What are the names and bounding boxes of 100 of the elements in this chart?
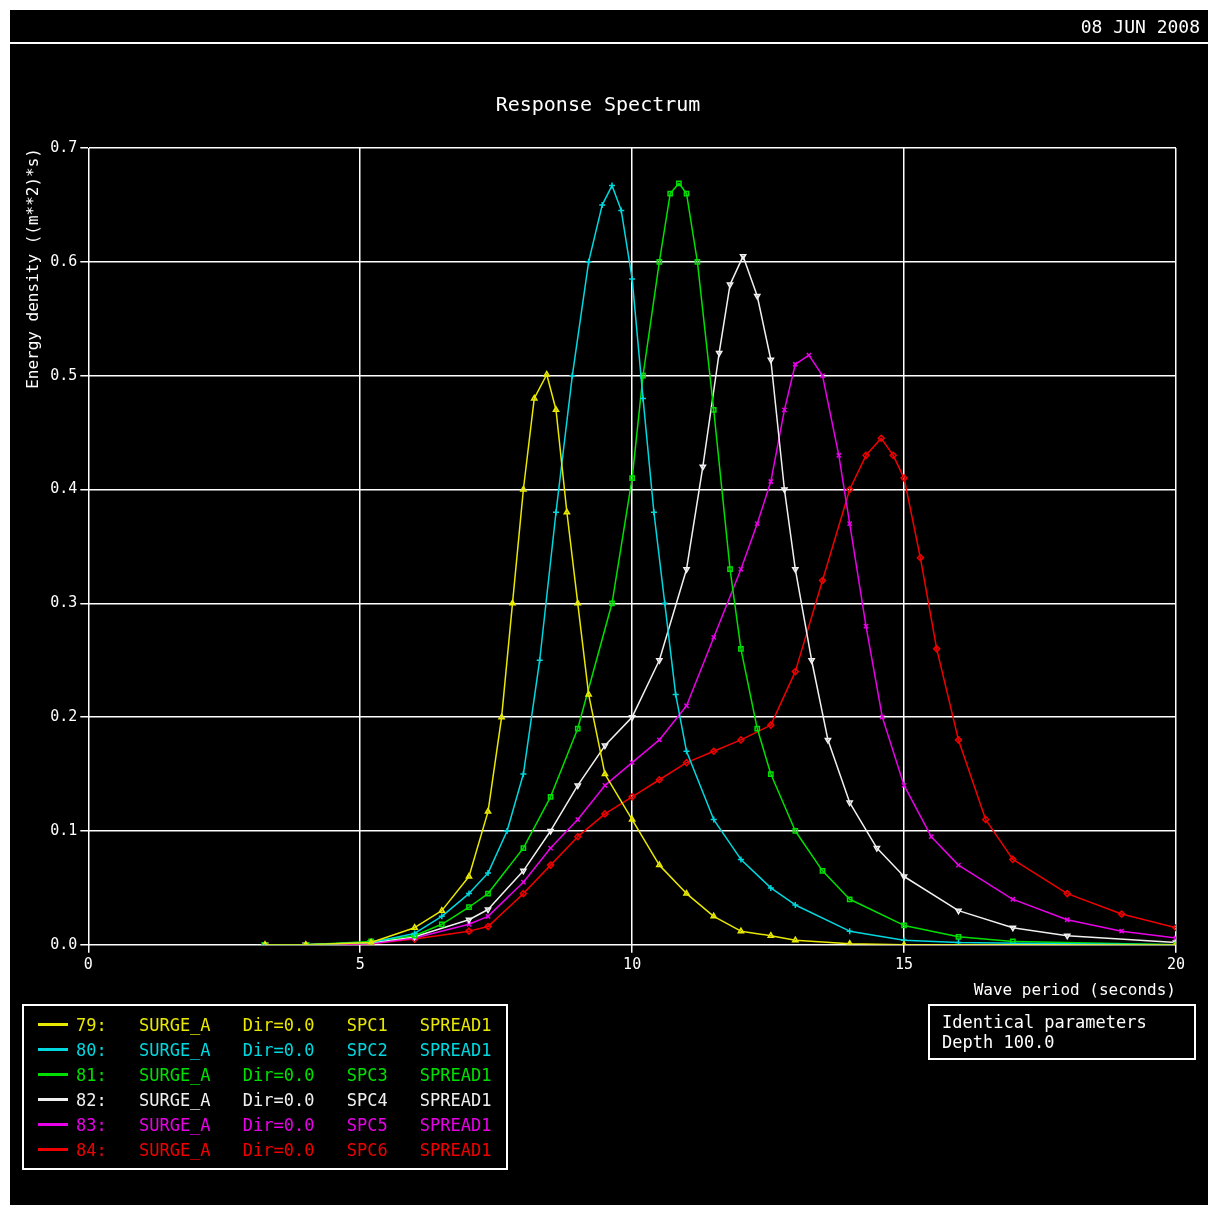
y-tick-label: 0.1 — [50, 820, 78, 839]
point — [682, 758, 691, 767]
point — [900, 874, 908, 881]
legend-label: 79: SURGE_A Dir=0.0 SPC1 SPREAD1 — [76, 1014, 492, 1035]
point — [863, 623, 869, 629]
point — [503, 827, 511, 835]
point — [737, 736, 745, 744]
point — [1117, 910, 1126, 918]
point — [563, 508, 571, 515]
point — [628, 815, 636, 822]
point — [901, 922, 907, 929]
point — [753, 293, 761, 300]
point — [767, 771, 774, 777]
y-tick-label: 0.0 — [50, 934, 78, 953]
point — [739, 253, 747, 260]
point — [808, 657, 815, 664]
point — [676, 180, 682, 187]
text: 08 JUN 2008 — [1080, 15, 1200, 37]
point — [484, 869, 492, 877]
point — [519, 889, 528, 898]
point — [792, 828, 799, 834]
point — [954, 736, 963, 744]
y-tick-label: 0.2 — [50, 707, 78, 726]
point — [715, 350, 723, 357]
point — [767, 357, 775, 364]
point — [1009, 925, 1017, 932]
point — [683, 889, 690, 896]
point — [726, 282, 734, 289]
point — [727, 566, 733, 573]
point — [656, 258, 663, 265]
point — [1009, 855, 1017, 864]
point — [683, 566, 690, 573]
point — [465, 872, 473, 879]
chart-title: Response Spectrum — [495, 92, 701, 117]
point — [1063, 933, 1071, 940]
legend-label: 80: SURGE_A Dir=0.0 SPC2 SPREAD1 — [76, 1039, 492, 1060]
point — [601, 743, 609, 750]
point — [846, 520, 853, 527]
point — [932, 645, 941, 653]
y-tick-label: 0.6 — [50, 251, 78, 270]
point — [767, 884, 775, 892]
point — [466, 904, 472, 911]
point — [862, 451, 870, 460]
y-tick-label: 0.4 — [50, 479, 78, 498]
point — [629, 475, 636, 481]
point — [791, 566, 799, 573]
y-tick-label: 0.3 — [50, 593, 78, 612]
point — [738, 645, 744, 652]
x-tick-label: 5 — [355, 954, 365, 973]
point — [601, 810, 609, 818]
point — [485, 890, 491, 897]
x-tick-label: 0 — [83, 954, 93, 973]
point — [846, 800, 854, 807]
point — [709, 747, 718, 756]
point — [1064, 916, 1071, 923]
point — [846, 896, 853, 903]
point — [438, 906, 446, 913]
point — [806, 352, 812, 359]
point — [628, 275, 636, 283]
point — [574, 599, 582, 606]
x-tick-label: 20 — [1166, 954, 1186, 973]
x-axis-title: Wave period (seconds) — [973, 979, 1176, 999]
point — [546, 861, 555, 869]
point — [574, 832, 582, 841]
point — [699, 464, 707, 471]
point — [601, 770, 609, 777]
text: Identical parameters — [942, 1012, 1148, 1032]
point — [767, 721, 775, 729]
y-tick-label: 0.5 — [50, 365, 78, 384]
point — [767, 931, 775, 938]
point — [484, 907, 492, 914]
legend-label: 84: SURGE_A Dir=0.0 SPC6 SPREAD1 — [76, 1139, 492, 1160]
point — [520, 485, 527, 492]
point — [628, 714, 636, 721]
point — [520, 845, 527, 851]
point — [1063, 889, 1071, 898]
point — [484, 922, 492, 931]
point — [655, 776, 664, 784]
point — [955, 908, 962, 915]
point — [845, 485, 854, 494]
point — [530, 394, 538, 401]
point — [484, 807, 492, 814]
point — [981, 815, 990, 824]
point — [598, 201, 606, 209]
point — [574, 783, 582, 790]
y-tick-label: 0.7 — [50, 137, 78, 156]
point — [411, 923, 418, 930]
legend-label: 83: SURGE_A Dir=0.0 SPC5 SPREAD1 — [76, 1114, 492, 1135]
text: Depth 100.0 — [942, 1032, 1056, 1052]
legend-label: 82: SURGE_A Dir=0.0 SPC4 SPREAD1 — [76, 1089, 492, 1110]
point — [465, 927, 473, 935]
point — [877, 434, 885, 443]
point — [916, 554, 925, 562]
point — [791, 667, 800, 676]
point — [552, 406, 560, 413]
x-tick-label: 15 — [895, 954, 914, 973]
point — [609, 600, 615, 607]
legend-label: 81: SURGE_A Dir=0.0 SPC3 SPREAD1 — [76, 1064, 492, 1085]
point — [710, 912, 718, 919]
point — [792, 361, 799, 368]
